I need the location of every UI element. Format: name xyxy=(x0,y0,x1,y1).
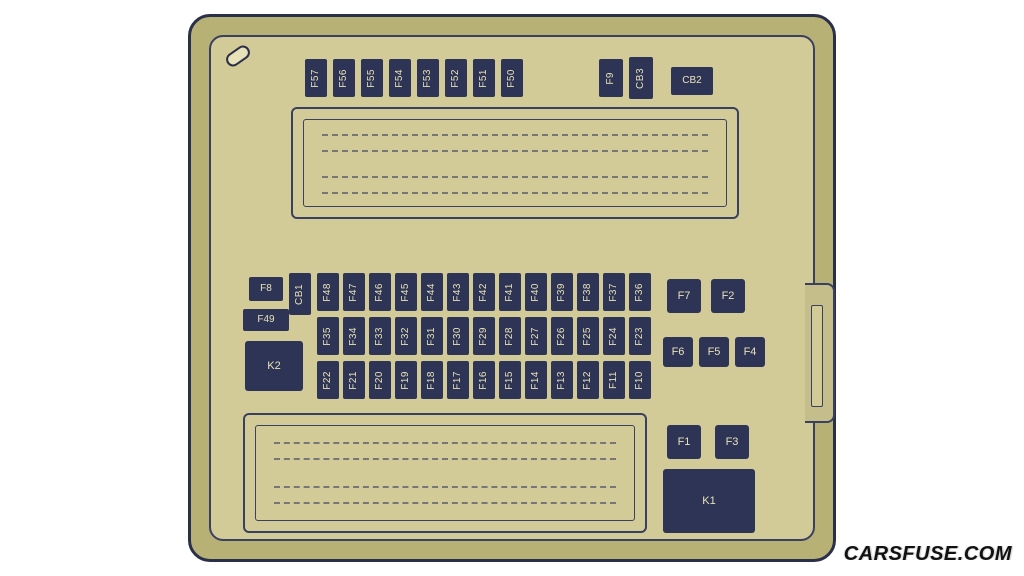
fuse-f28: F28 xyxy=(499,317,521,355)
fuse-f19: F19 xyxy=(395,361,417,399)
fuse-f57: F57 xyxy=(305,59,327,97)
fuse-f27: F27 xyxy=(525,317,547,355)
fuse-f56: F56 xyxy=(333,59,355,97)
connector-bottom xyxy=(243,413,647,533)
fuse-f32: F32 xyxy=(395,317,417,355)
mounting-hole xyxy=(223,43,252,69)
fuse-cb2: CB2 xyxy=(671,67,713,95)
fuse-f14: F14 xyxy=(525,361,547,399)
fuse-f36: F36 xyxy=(629,273,651,311)
fuse-f50: F50 xyxy=(501,59,523,97)
fuse-f18: F18 xyxy=(421,361,443,399)
fuse-f24: F24 xyxy=(603,317,625,355)
fuse-f9: F9 xyxy=(599,59,623,97)
fuse-f42: F42 xyxy=(473,273,495,311)
relay-k1: K1 xyxy=(663,469,755,533)
fuse-box-outer: F57 F56 F55 F54 F53 F52 F51 F50 F9 CB3 CB2 F8 C… xyxy=(188,14,836,562)
fuse-f40: F40 xyxy=(525,273,547,311)
fuse-f45: F45 xyxy=(395,273,417,311)
fuse-f2: F2 xyxy=(711,279,745,313)
watermark: CARSFUSE.COM xyxy=(844,543,1012,566)
fuse-f4: F4 xyxy=(735,337,765,367)
fuse-f34: F34 xyxy=(343,317,365,355)
fuse-f7: F7 xyxy=(667,279,701,313)
fuse-f39: F39 xyxy=(551,273,573,311)
fuse-f20: F20 xyxy=(369,361,391,399)
fuse-f48: F48 xyxy=(317,273,339,311)
fuse-f11: F11 xyxy=(603,361,625,399)
fuse-f3: F3 xyxy=(715,425,749,459)
fuse-f15: F15 xyxy=(499,361,521,399)
fuse-f10: F10 xyxy=(629,361,651,399)
fuse-f12: F12 xyxy=(577,361,599,399)
fuse-f8: F8 xyxy=(249,277,283,301)
relay-k2: K2 xyxy=(245,341,303,391)
connector-top xyxy=(291,107,739,219)
connector-bottom-inner xyxy=(255,425,635,521)
fuse-f49: F49 xyxy=(243,309,289,331)
fuse-f51: F51 xyxy=(473,59,495,97)
side-connector xyxy=(805,283,835,423)
fuse-f16: F16 xyxy=(473,361,495,399)
fuse-f21: F21 xyxy=(343,361,365,399)
fuse-f46: F46 xyxy=(369,273,391,311)
fuse-f6: F6 xyxy=(663,337,693,367)
fuse-f29: F29 xyxy=(473,317,495,355)
fuse-f25: F25 xyxy=(577,317,599,355)
fuse-cb1: CB1 xyxy=(289,273,311,315)
fuse-f22: F22 xyxy=(317,361,339,399)
fuse-f38: F38 xyxy=(577,273,599,311)
fuse-f44: F44 xyxy=(421,273,443,311)
fuse-f37: F37 xyxy=(603,273,625,311)
fuse-f41: F41 xyxy=(499,273,521,311)
fuse-f55: F55 xyxy=(361,59,383,97)
fuse-f23: F23 xyxy=(629,317,651,355)
fuse-f35: F35 xyxy=(317,317,339,355)
fuse-f47: F47 xyxy=(343,273,365,311)
fuse-f26: F26 xyxy=(551,317,573,355)
fuse-f17: F17 xyxy=(447,361,469,399)
fuse-f13: F13 xyxy=(551,361,573,399)
fuse-box-inner: F57 F56 F55 F54 F53 F52 F51 F50 F9 CB3 CB2 F8 C… xyxy=(209,35,815,541)
fuse-cb3: CB3 xyxy=(629,57,653,99)
fuse-f33: F33 xyxy=(369,317,391,355)
fuse-f54: F54 xyxy=(389,59,411,97)
fuse-f43: F43 xyxy=(447,273,469,311)
fuse-f52: F52 xyxy=(445,59,467,97)
fuse-f30: F30 xyxy=(447,317,469,355)
connector-top-inner xyxy=(303,119,727,207)
fuse-f31: F31 xyxy=(421,317,443,355)
fuse-f5: F5 xyxy=(699,337,729,367)
fuse-f53: F53 xyxy=(417,59,439,97)
fuse-f1: F1 xyxy=(667,425,701,459)
